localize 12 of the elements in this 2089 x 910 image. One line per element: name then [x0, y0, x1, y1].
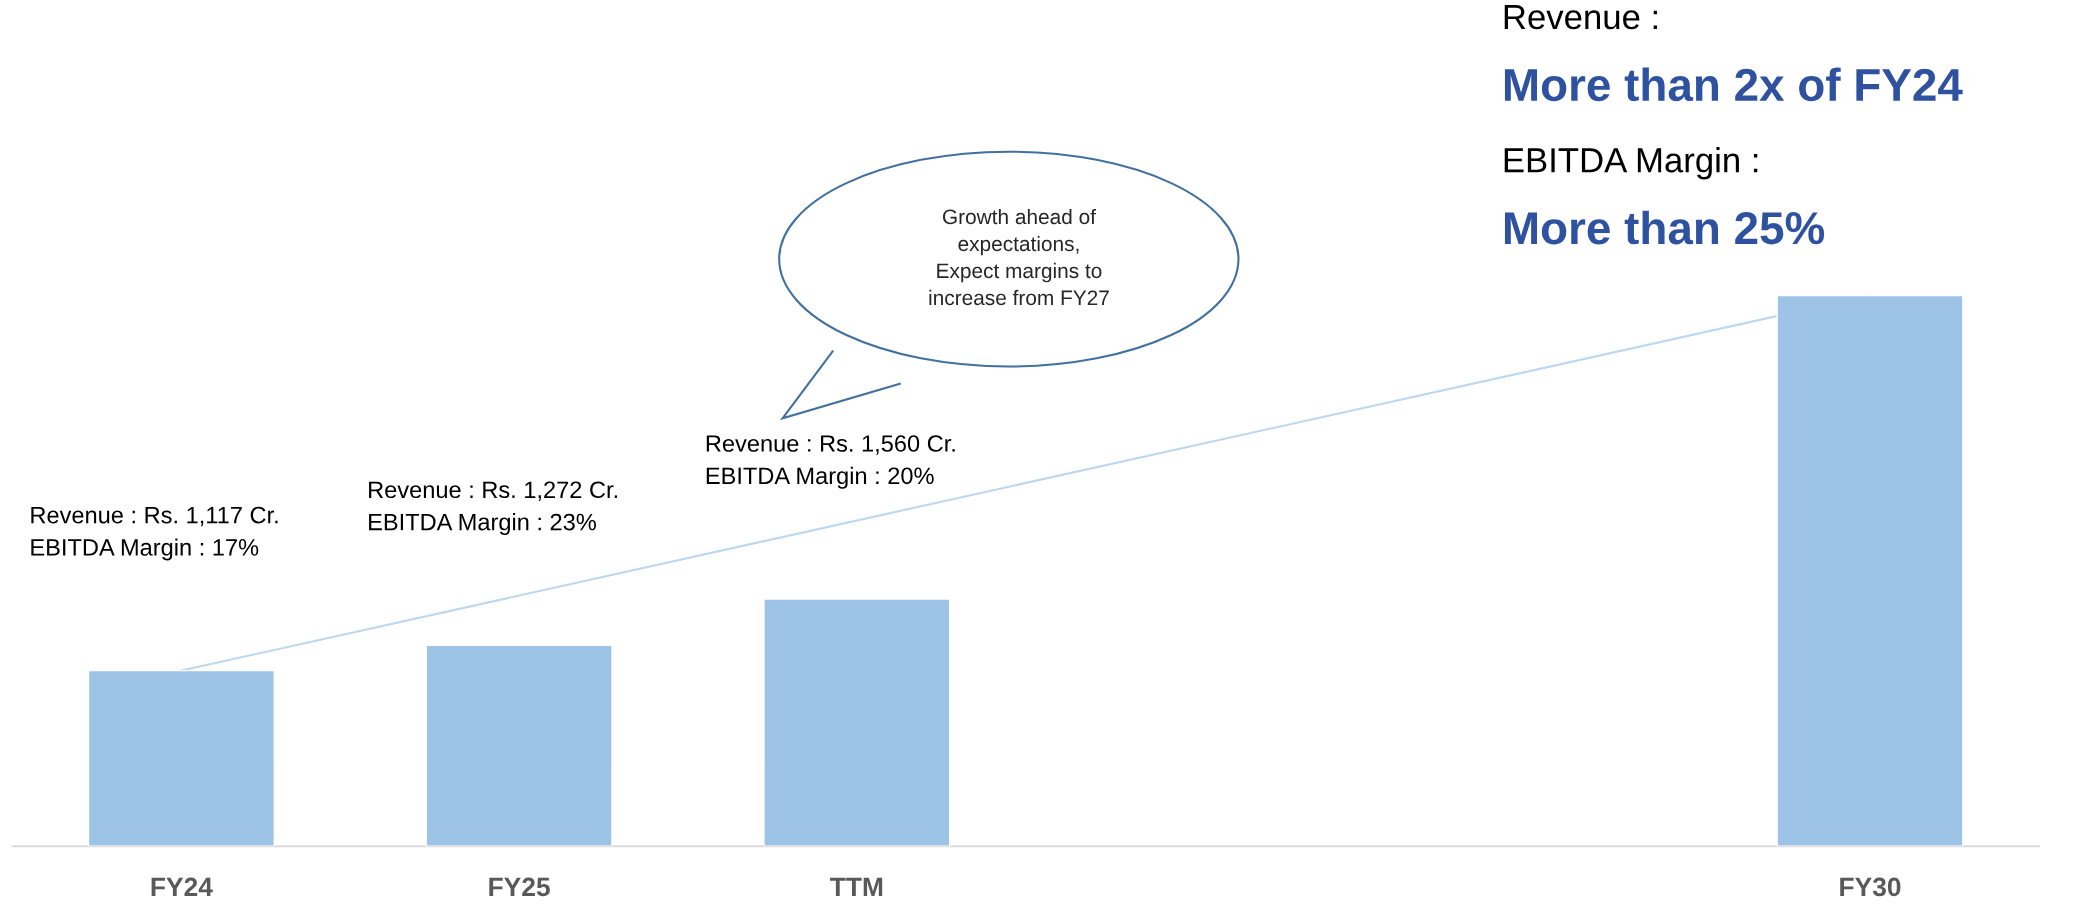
text: Revenue : — [1504, 5, 1657, 30]
annotation: Revenue : Rs. 1,117 Cr. EBITDA Margin : 17% — [31, 506, 278, 561]
text: EBITDA Margin : — [1504, 147, 1758, 180]
annotation: Revenue : Rs. 1,560 Cr. EBITDA Margin : 20% — [706, 435, 955, 489]
annotation: Revenue : Rs. 1,272 Cr. EBITDA Margin : 23% — [369, 481, 617, 536]
x-tick-label: TTM — [830, 877, 883, 896]
text: More than 2x of FY24 — [1504, 67, 1963, 102]
x-tick-label: FY25 — [489, 877, 550, 897]
x-tick-label: FY30 — [1840, 877, 1901, 897]
x-tick-label: FY24 — [151, 877, 213, 896]
annotation: Growth ahead of expectations, Expect margins to increase from FY27 — [929, 208, 1109, 306]
text: More than 25% — [1504, 210, 1825, 245]
